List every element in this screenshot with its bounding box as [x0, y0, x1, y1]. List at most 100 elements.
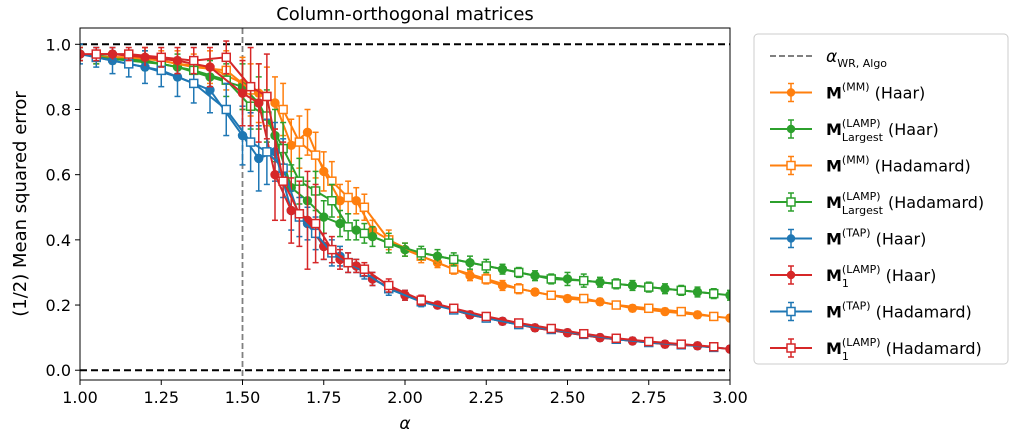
data-point — [644, 336, 654, 347]
data-point — [611, 300, 621, 310]
data-point — [359, 202, 370, 213]
x-tick-label: 2.50 — [550, 388, 586, 407]
legend-marker — [786, 160, 796, 171]
legend: αWR, Algo M(MM) (Haar) M(LAMP) Largest (Haa… — [753, 33, 1009, 365]
data-point — [449, 254, 459, 265]
data-point — [278, 104, 288, 115]
data-point — [709, 311, 719, 322]
series-layer — [80, 40, 730, 354]
x-axis-label: α — [399, 414, 410, 434]
data-point — [611, 333, 621, 344]
data-point — [245, 137, 256, 147]
data-point — [310, 150, 321, 160]
data-point — [579, 328, 589, 339]
legend-marker — [786, 270, 796, 280]
data-point — [644, 282, 654, 292]
y-axis: 0.0 0.2 0.4 0.6 0.8 1.0 — [46, 35, 80, 380]
data-point — [327, 244, 337, 255]
data-point — [319, 212, 329, 222]
legend-label: αWR, Algo — [826, 47, 887, 70]
legend-entry-5: M(TAP) (Haar) — [770, 227, 926, 249]
data-point — [481, 311, 491, 322]
data-point — [310, 218, 321, 229]
data-point — [709, 342, 719, 352]
data-point — [384, 280, 394, 291]
x-tick-label: 1.50 — [225, 388, 261, 407]
data-point — [245, 81, 256, 92]
legend-entry-0: αWR, Algo — [770, 47, 887, 70]
series-line — [96, 56, 714, 349]
legend-label: M(LAMP) Largest (Hadamard) — [826, 190, 984, 217]
data-point — [359, 228, 370, 239]
data-point — [611, 279, 621, 289]
legend-marker — [786, 124, 796, 134]
data-point — [343, 222, 353, 232]
y-tick-label: 0.4 — [46, 231, 71, 250]
data-point — [343, 257, 353, 268]
data-point — [278, 176, 288, 186]
data-point — [205, 62, 215, 72]
legend-entry-4: M(LAMP) Largest (Hadamard) — [770, 190, 984, 217]
series-line — [96, 56, 714, 295]
series-line — [96, 56, 714, 318]
y-tick-label: 0.8 — [46, 100, 71, 119]
series-line — [96, 53, 714, 348]
legend-marker — [786, 88, 796, 97]
y-axis-label: (1/2) Mean squared error — [10, 91, 31, 317]
legend-marker — [786, 234, 796, 243]
y-tick-label: 1.0 — [46, 35, 71, 54]
data-point — [294, 209, 305, 219]
series-1 — [80, 46, 730, 301]
data-point — [221, 52, 231, 63]
x-tick-label: 2.25 — [468, 388, 504, 407]
data-point — [644, 303, 654, 314]
legend-marker — [786, 306, 796, 317]
data-point — [302, 127, 313, 137]
data-point — [676, 306, 686, 317]
data-point — [481, 261, 491, 271]
data-point — [156, 52, 166, 63]
legend-marker — [786, 197, 796, 207]
y-tick-label: 0.2 — [46, 296, 71, 315]
series-2 — [91, 50, 719, 322]
data-point — [294, 137, 305, 147]
legend-entry-6: M(LAMP) 1 (Haar) — [770, 263, 936, 290]
legend-label: M(MM) (Hadamard) — [826, 154, 971, 176]
data-point — [546, 274, 556, 284]
data-point — [189, 78, 199, 89]
data-point — [562, 293, 573, 304]
data-point — [546, 323, 556, 334]
legend-entry-2: M(LAMP) Largest (Haar) — [770, 117, 939, 144]
data-point — [514, 283, 524, 294]
legend-entry-3: M(MM) (Hadamard) — [770, 154, 971, 176]
y-tick-label: 0.6 — [46, 166, 71, 185]
x-tick-label: 2.00 — [387, 388, 423, 407]
chart-title: Column-orthogonal matrices — [276, 4, 534, 25]
x-tick-label: 1.25 — [143, 388, 179, 407]
data-point — [546, 290, 556, 301]
legend-label: M(LAMP) Largest (Haar) — [826, 117, 939, 144]
data-point — [359, 264, 370, 274]
legend-label: M(TAP) (Hadamard) — [826, 300, 972, 322]
data-point — [676, 285, 686, 296]
data-point — [286, 140, 296, 151]
y-tick-label: 0.0 — [46, 361, 71, 380]
data-point — [124, 49, 134, 59]
legend-label: M(LAMP) 1 (Haar) — [826, 263, 936, 290]
series-3 — [91, 50, 719, 300]
legend-entry-1: M(MM) (Haar) — [770, 81, 925, 103]
legend-box — [753, 33, 1009, 365]
x-tick-label: 1.75 — [306, 388, 342, 407]
data-point — [327, 195, 337, 206]
series-7 — [91, 40, 719, 352]
data-point — [416, 248, 426, 258]
legend-label: M(TAP) (Haar) — [826, 227, 926, 249]
data-point — [449, 303, 459, 314]
data-point — [384, 238, 394, 248]
legend-label: M(LAMP) 1 (Hadamard) — [826, 336, 982, 363]
data-point — [416, 295, 426, 305]
data-point — [514, 318, 524, 328]
legend-entry-8: M(LAMP) 1 (Hadamard) — [770, 336, 982, 363]
